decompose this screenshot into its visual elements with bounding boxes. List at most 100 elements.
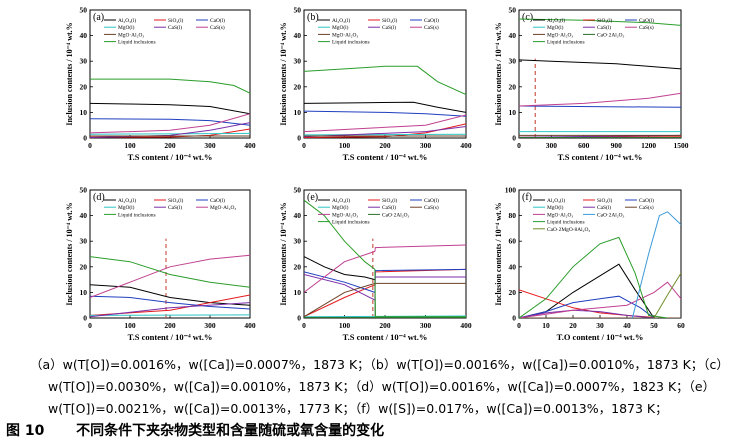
chart-panel-2: 0 100 200 300 400 0 10 20 30 40 50 T.S content / 10… xyxy=(279,6,472,163)
series-line xyxy=(90,113,250,134)
x-tick-label: 900 xyxy=(611,141,623,150)
legend-label: CaS(s) xyxy=(424,204,439,211)
x-tick-label: 0 xyxy=(88,321,92,330)
panel-label: (d) xyxy=(93,192,105,203)
x-axis-label: T.S content / 10⁻⁴ wt.% xyxy=(343,152,428,162)
series-line xyxy=(304,133,466,136)
legend-label: Al₂O₃(l) xyxy=(332,17,350,24)
y-tick-label: 20 xyxy=(294,82,302,91)
x-axis-label: T.O content / 10⁻⁴ wt.% xyxy=(557,332,644,342)
x-tick-label: 200 xyxy=(164,321,176,330)
legend-label: CaS(l) xyxy=(168,204,182,211)
y-tick-label: 0 xyxy=(83,134,87,143)
series-line xyxy=(90,78,250,94)
y-axis-label: Inclusion contents / 10⁻⁴ wt.% xyxy=(65,202,74,305)
x-tick-label: 100 xyxy=(124,141,136,150)
y-tick-label: 10 xyxy=(294,108,302,117)
legend-label: MgO(l) xyxy=(547,24,564,31)
legend: Al₂O₃(l) SiO₂(l) CaO(l) MgO(l) CaS(l) CaS(s) M… xyxy=(104,17,225,46)
legend-label: CaS(l) xyxy=(382,204,396,211)
legend-label: Liquid inclusions xyxy=(547,220,585,226)
x-tick-label: 100 xyxy=(124,321,136,330)
x-tick-label: 0 xyxy=(517,321,521,330)
legend-label: Liquid inclusions xyxy=(118,212,156,218)
legend: Al₂O₃(l) SiO₂(l) CaO(l) MgO(l) CaS(l) MgO·Al₂… xyxy=(104,197,236,218)
legend-label: Liquid inclusions xyxy=(332,40,370,46)
y-tick-label: 40 xyxy=(509,31,517,40)
legend-label: SiO₂(l) xyxy=(382,197,398,204)
legend-label: CaS(s) xyxy=(639,204,654,211)
legend-label: CaO·2Al₂O₃ xyxy=(597,212,625,218)
y-tick-label: 60 xyxy=(509,237,517,246)
y-tick-label: 0 xyxy=(83,314,87,323)
legend-label: CaO·2Al₂O₃ xyxy=(382,212,410,218)
y-tick-label: 10 xyxy=(294,288,302,297)
x-tick-label: 100 xyxy=(339,321,351,330)
legend-label: MgO(l) xyxy=(332,24,349,31)
panel-label: (b) xyxy=(307,12,319,23)
series-line xyxy=(519,281,681,318)
x-tick-label: 20 xyxy=(569,321,577,330)
series-line xyxy=(90,118,250,126)
legend-label: CaS(l) xyxy=(168,24,182,31)
x-tick-label: 0 xyxy=(302,141,306,150)
panel-label: (e) xyxy=(307,192,318,203)
x-tick-label: 300 xyxy=(204,321,216,330)
legend-label: MgO(l) xyxy=(118,204,135,211)
series-line xyxy=(90,314,250,316)
x-tick-label: 50 xyxy=(650,321,658,330)
legend-label: SiO₂(l) xyxy=(382,17,398,24)
series-line xyxy=(304,114,466,133)
x-tick-label: 30 xyxy=(596,321,604,330)
y-tick-label: 20 xyxy=(509,82,517,91)
x-tick-label: 0 xyxy=(517,141,521,150)
legend-label: CaO(l) xyxy=(210,17,225,24)
legend-label: Liquid inclusions xyxy=(547,40,585,46)
x-tick-label: 0 xyxy=(88,141,92,150)
y-tick-label: 20 xyxy=(509,288,517,297)
x-tick-label: 400 xyxy=(460,321,472,330)
legend-label: MgO(l) xyxy=(118,24,135,31)
legend-label: CaS(l) xyxy=(597,204,611,211)
legend-label: CaS(l) xyxy=(382,24,396,31)
series-line xyxy=(90,284,250,306)
series-line xyxy=(90,294,250,316)
legend-label: MgO·Al₂O₃ xyxy=(547,212,573,218)
y-tick-label: 20 xyxy=(80,82,88,91)
caption-line-1: （a）w(T[O])=0.0016%，w([Ca])=0.0007%，1873 … xyxy=(30,357,729,372)
legend-label: Al₂O₃(l) xyxy=(547,17,565,24)
y-tick-label: 0 xyxy=(512,134,516,143)
series-line xyxy=(304,199,466,318)
chart-panel-5: 0 100 200 300 400 0 10 20 30 40 50 T.S content / 10… xyxy=(279,186,472,343)
x-tick-label: 10 xyxy=(542,321,550,330)
legend-label: MgO·Al₂O₃ xyxy=(547,32,573,38)
x-tick-label: 100 xyxy=(339,141,351,150)
y-tick-label: 40 xyxy=(80,31,88,40)
figure-title: 图 10 不同条件下夹杂物类型和含量随硫或氧含量的变化 xyxy=(6,420,384,440)
panel-label: (c) xyxy=(522,12,533,23)
panel-label: (a) xyxy=(93,12,104,23)
series-line xyxy=(90,132,250,135)
x-tick-label: 0 xyxy=(302,321,306,330)
y-tick-label: 50 xyxy=(80,186,88,195)
x-tick-label: 1200 xyxy=(641,141,656,150)
x-tick-label: 200 xyxy=(379,141,391,150)
chart-panel-6: 0 10 20 30 40 50 60 0 20 40 60 80 100 T.O content / 1… xyxy=(494,186,685,343)
y-tick-label: 40 xyxy=(294,211,302,220)
legend-label: CaO·2MgO·8Al₂O₃ xyxy=(547,227,590,233)
legend-label: MgO·Al₂O₃ xyxy=(332,32,358,38)
figure-number: 图 10 xyxy=(6,423,45,439)
x-tick-label: 200 xyxy=(164,141,176,150)
y-tick-label: 10 xyxy=(80,108,88,117)
legend-label: CaO(l) xyxy=(639,17,654,24)
legend-label: CaS(s) xyxy=(639,24,654,31)
legend-label: Al₂O₃(l) xyxy=(547,197,565,204)
legend-label: MgO·Al₂O₃ xyxy=(118,32,144,38)
legend-label: MgO(l) xyxy=(547,204,564,211)
series-line xyxy=(519,295,655,318)
y-tick-label: 50 xyxy=(80,6,88,15)
series-line xyxy=(519,92,681,107)
x-tick-label: 60 xyxy=(677,321,685,330)
series-line xyxy=(519,105,681,108)
